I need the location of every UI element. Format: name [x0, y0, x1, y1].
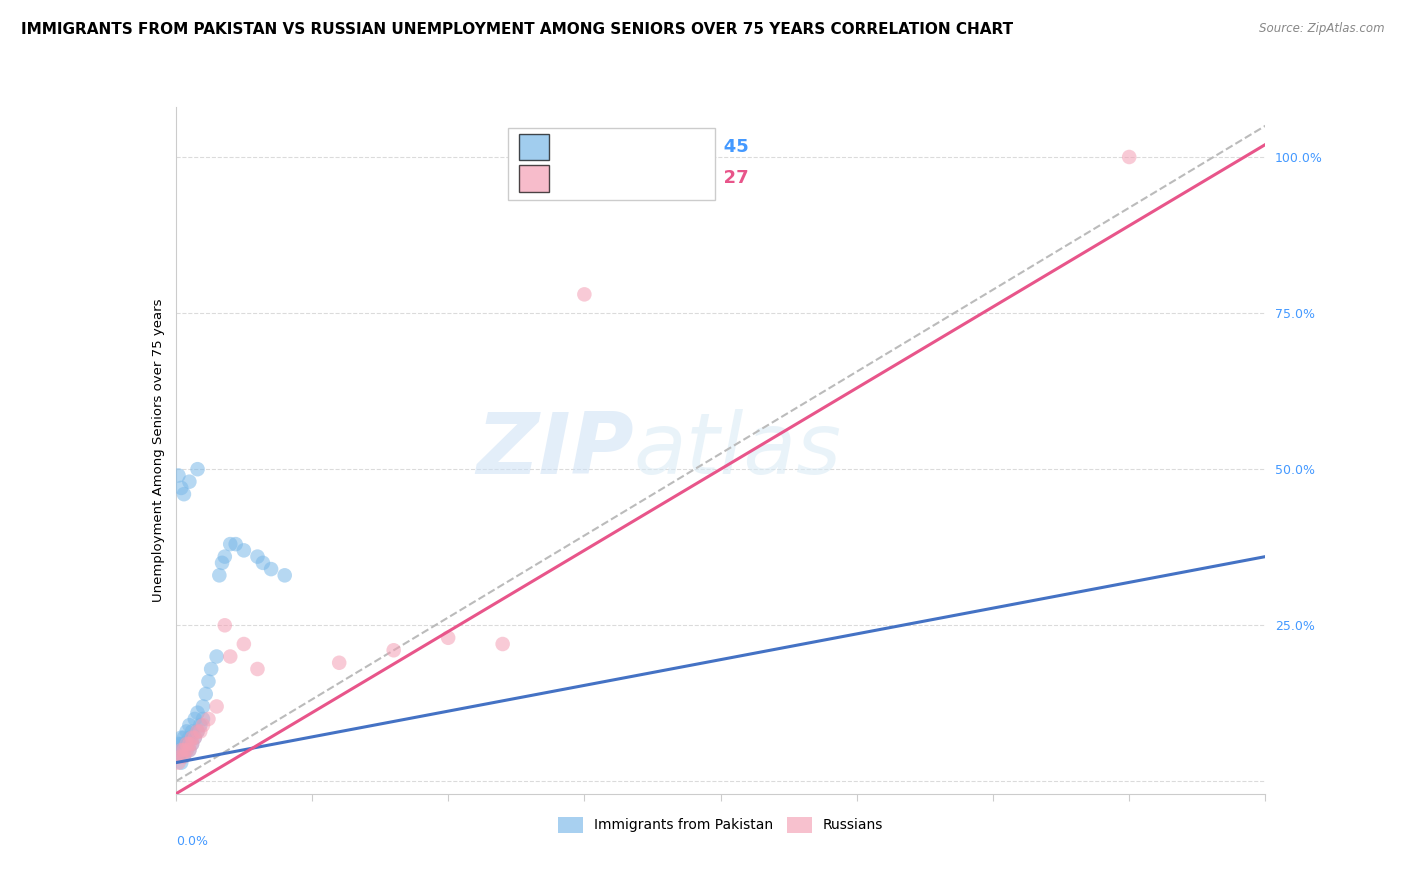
FancyBboxPatch shape: [519, 165, 550, 192]
Point: [179, 737, 201, 751]
Point: [170, 743, 193, 757]
Point: [170, 731, 193, 745]
Text: R =  0.498   N = 45: R = 0.498 N = 45: [558, 138, 749, 156]
Point: [176, 743, 198, 757]
Point: [170, 481, 193, 495]
Text: IMMIGRANTS FROM PAKISTAN VS RUSSIAN UNEMPLOYMENT AMONG SENIORS OVER 75 YEARS COR: IMMIGRANTS FROM PAKISTAN VS RUSSIAN UNEM…: [21, 22, 1014, 37]
Point: [173, 749, 195, 764]
Point: [179, 475, 201, 489]
Point: [179, 743, 201, 757]
Point: [173, 743, 195, 757]
Text: Source: ZipAtlas.com: Source: ZipAtlas.com: [1260, 22, 1385, 36]
Point: [179, 743, 201, 757]
Point: [191, 699, 214, 714]
Point: [188, 724, 211, 739]
Point: [274, 568, 297, 582]
Point: [173, 737, 195, 751]
Point: [184, 731, 207, 745]
Point: [328, 656, 350, 670]
Point: [184, 712, 207, 726]
Point: [176, 737, 198, 751]
Point: [382, 643, 405, 657]
Point: [188, 718, 211, 732]
Point: [167, 468, 190, 483]
Text: 0.0%: 0.0%: [176, 835, 208, 848]
Point: [186, 724, 209, 739]
Text: R =  0.716   N = 27: R = 0.716 N = 27: [558, 169, 749, 187]
Point: [197, 712, 219, 726]
Point: [214, 549, 236, 564]
Point: [181, 731, 204, 745]
Point: [200, 662, 222, 676]
Point: [179, 731, 201, 745]
Point: [205, 699, 228, 714]
Point: [219, 649, 242, 664]
Point: [197, 674, 219, 689]
Point: [176, 724, 198, 739]
Point: [176, 737, 198, 751]
Point: [219, 537, 242, 551]
Point: [170, 749, 193, 764]
Point: [167, 743, 190, 757]
Point: [492, 637, 515, 651]
Point: [246, 549, 269, 564]
Point: [181, 724, 204, 739]
Point: [170, 743, 193, 757]
Legend: Immigrants from Pakistan, Russians: Immigrants from Pakistan, Russians: [553, 812, 889, 838]
Point: [167, 737, 190, 751]
Text: ZIP: ZIP: [475, 409, 633, 492]
Y-axis label: Unemployment Among Seniors over 75 years: Unemployment Among Seniors over 75 years: [152, 299, 165, 602]
Point: [211, 556, 233, 570]
Point: [252, 556, 274, 570]
Point: [173, 749, 195, 764]
Point: [232, 637, 254, 651]
Point: [170, 756, 193, 770]
Point: [194, 687, 217, 701]
Point: [186, 462, 209, 476]
Point: [1118, 150, 1140, 164]
Point: [232, 543, 254, 558]
Point: [191, 718, 214, 732]
Point: [437, 631, 460, 645]
Point: [167, 756, 190, 770]
Text: atlas: atlas: [633, 409, 841, 492]
Point: [574, 287, 596, 301]
Point: [246, 662, 269, 676]
Point: [184, 731, 207, 745]
Point: [205, 649, 228, 664]
Point: [214, 618, 236, 632]
Point: [173, 743, 195, 757]
Point: [181, 737, 204, 751]
Point: [225, 537, 247, 551]
FancyBboxPatch shape: [508, 128, 716, 200]
Point: [179, 718, 201, 732]
Point: [186, 724, 209, 739]
Point: [176, 743, 198, 757]
Point: [173, 731, 195, 745]
FancyBboxPatch shape: [519, 134, 550, 160]
Point: [191, 712, 214, 726]
Point: [170, 737, 193, 751]
Point: [167, 749, 190, 764]
Point: [186, 706, 209, 720]
Point: [181, 737, 204, 751]
Point: [173, 487, 195, 501]
Point: [260, 562, 283, 576]
Point: [208, 568, 231, 582]
